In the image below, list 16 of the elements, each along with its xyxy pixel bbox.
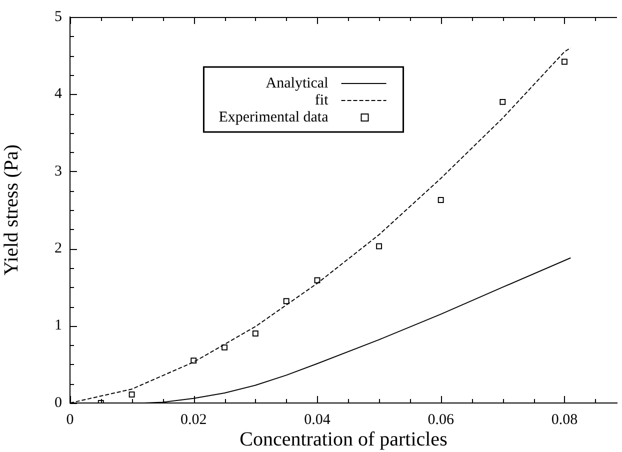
x-axis-title: Concentration of particles	[240, 428, 448, 450]
legend-label: fit	[314, 92, 330, 108]
x-tick-label: 0.08	[551, 412, 578, 428]
y-tick-label: 0	[54, 394, 62, 411]
y-tick-label: 2	[54, 240, 62, 257]
x-tick-label: 0.06	[428, 412, 454, 428]
x-tick-label: 0.02	[180, 412, 207, 428]
legend-label: Analytical	[266, 75, 328, 92]
y-tick-label: 3	[54, 163, 62, 180]
legend-label: Experimental data	[218, 109, 329, 126]
x-tick-label: 0	[66, 412, 74, 428]
y-tick-label: 5	[54, 8, 62, 25]
x-tick-label: 0.04	[304, 412, 331, 428]
y-axis-title: Yield stress (Pa)	[0, 144, 22, 276]
y-tick-label: 1	[54, 318, 62, 334]
y-tick-label: 4	[54, 86, 62, 102]
